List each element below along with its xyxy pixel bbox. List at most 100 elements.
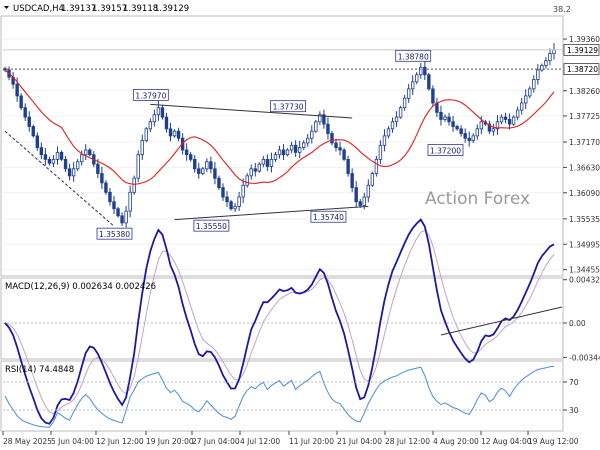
candle-body xyxy=(314,121,318,132)
candle-body xyxy=(495,121,500,130)
candle-body xyxy=(277,149,282,156)
candle-body xyxy=(552,49,556,55)
candle-body xyxy=(427,74,431,90)
candle-body xyxy=(39,147,44,156)
candle-body xyxy=(237,196,241,207)
candle-body xyxy=(213,168,217,179)
candle-body xyxy=(536,69,540,80)
candle-body xyxy=(217,177,221,189)
annotation-box xyxy=(270,100,306,113)
annotation-label: 1.37970 xyxy=(135,91,166,100)
annotation-box xyxy=(427,144,464,156)
candle-body xyxy=(415,74,419,83)
candle-body xyxy=(197,168,201,174)
candle-body xyxy=(257,163,262,172)
price-tick-label: 1.36090 xyxy=(569,189,600,198)
x-tick-label: 4 Jul 12:00 xyxy=(240,437,280,446)
candle-body xyxy=(23,107,27,118)
candle-body xyxy=(382,135,387,146)
candle-body xyxy=(394,116,399,123)
candle-body xyxy=(386,128,391,137)
candle-body xyxy=(19,95,23,109)
resistance-trendline xyxy=(150,103,353,119)
rsi-tick-label: 70 xyxy=(569,378,579,387)
candle-body xyxy=(164,116,169,130)
annotation-label: 1.35380 xyxy=(99,230,130,239)
candle-body xyxy=(491,128,496,132)
candle-body xyxy=(188,154,193,160)
price-overlays: 1.39129 1.38720 1.38780 1.37970 1.37730 1.372… xyxy=(3,44,600,240)
candle-body xyxy=(261,158,266,165)
macd-layer: 0.004327 0.00 -0.003444 xyxy=(3,218,600,425)
annotation-box xyxy=(132,88,169,101)
x-tick-label: 5 Jun 04:00 xyxy=(51,437,94,446)
candle-body xyxy=(302,142,306,149)
price-tick-label: 1.36630 xyxy=(569,163,600,172)
high-value: 1.39157 xyxy=(92,4,127,14)
rsi-tick-label: 30 xyxy=(569,406,579,415)
candle-body xyxy=(334,142,338,149)
macd-tick-label: 0.00 xyxy=(569,319,586,328)
annotation-box xyxy=(310,210,347,223)
candle-body xyxy=(205,161,209,170)
candle-body xyxy=(156,107,161,116)
candle-body xyxy=(467,137,471,141)
candle-body xyxy=(306,137,310,144)
candle-body xyxy=(221,187,225,198)
candle-body xyxy=(406,88,411,99)
x-tick-label: 19 Jun 20:00 xyxy=(146,437,194,446)
macd-trendline xyxy=(440,306,563,336)
annotation-label: 1.35740 xyxy=(313,213,344,222)
candle-body xyxy=(140,140,144,156)
price-tick-label: 1.34995 xyxy=(569,240,600,249)
candle-body xyxy=(253,168,257,172)
dropdown-arrow-icon[interactable] xyxy=(4,6,9,9)
candle-body xyxy=(338,147,342,151)
candle-body xyxy=(100,173,104,184)
candle-body xyxy=(423,66,427,76)
x-axis: 28 May 2025 5 Jun 04:00 12 Jun 12:00 19 Jun… xyxy=(2,431,579,446)
candle-body xyxy=(273,154,278,160)
candle-body xyxy=(431,88,435,104)
candle-body xyxy=(47,158,52,164)
candle-body xyxy=(297,147,302,153)
candle-body xyxy=(507,119,512,125)
candle-body xyxy=(80,154,84,163)
candle-body xyxy=(55,151,60,160)
price-tick-label: 1.37170 xyxy=(569,138,600,147)
candle-body xyxy=(184,149,189,156)
x-tick-label: 21 Jul 04:00 xyxy=(337,437,382,446)
price-tick-label: 1.38260 xyxy=(569,87,600,96)
candle-body xyxy=(346,158,350,174)
candle-body xyxy=(519,102,524,111)
x-tick-label: 4 Aug 20:00 xyxy=(433,437,479,446)
macd-signal-line xyxy=(4,229,555,415)
top-right-value: 38.2 xyxy=(553,5,571,14)
candle-body xyxy=(475,128,479,137)
rsi-panel xyxy=(0,360,564,432)
candle-body xyxy=(358,201,362,206)
support-trendline xyxy=(174,205,369,221)
candle-body xyxy=(451,121,455,127)
level-price-box xyxy=(563,63,600,75)
candle-body xyxy=(350,173,354,189)
watermark: Action Forex xyxy=(425,189,530,209)
candle-body xyxy=(548,53,552,62)
candle-body xyxy=(532,79,536,90)
candle-body xyxy=(366,184,371,198)
low-value: 1.39118 xyxy=(123,4,158,14)
candle-body xyxy=(229,201,233,210)
candle-body xyxy=(443,116,447,120)
level-price-label: 1.38720 xyxy=(567,65,598,74)
candle-body xyxy=(88,149,92,156)
candle-body xyxy=(152,114,157,123)
candle-body xyxy=(108,191,112,203)
price-tick-label: 1.34455 xyxy=(569,266,600,275)
candle-body xyxy=(96,163,100,174)
x-tick-label: 12 Jun 12:00 xyxy=(96,437,144,446)
macd-main-line xyxy=(4,218,555,425)
x-tick-label: 11 Jul 20:00 xyxy=(289,437,334,446)
candle-body xyxy=(515,109,520,118)
x-tick-label: 19 Aug 12:00 xyxy=(528,437,579,446)
